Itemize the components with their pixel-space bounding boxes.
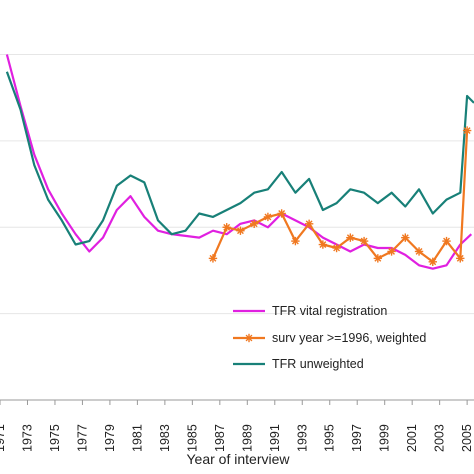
x-tick-label-2003: 2003 bbox=[433, 424, 447, 452]
series-1-point-8 bbox=[318, 240, 328, 249]
y-gridlines bbox=[0, 54, 474, 315]
legend-asterisk-marker bbox=[244, 333, 254, 343]
x-tick-label-1979: 1979 bbox=[103, 424, 117, 452]
legend-label-vital-registration: TFR vital registration bbox=[272, 304, 387, 318]
series-1-point-0 bbox=[208, 254, 218, 263]
x-tick-label-1981: 1981 bbox=[130, 424, 144, 452]
x-tick-label-1997: 1997 bbox=[350, 424, 364, 452]
legend-label-surv-year-weighted: surv year >=1996, weighted bbox=[272, 331, 426, 345]
series-1-point-19 bbox=[462, 126, 472, 135]
x-tick-label-1983: 1983 bbox=[158, 424, 172, 452]
series-1-point-4 bbox=[263, 212, 273, 222]
series-1-point-12 bbox=[373, 254, 383, 263]
series-1-point-9 bbox=[332, 243, 341, 253]
series-1-point-5 bbox=[277, 209, 286, 218]
series-1-point-18 bbox=[456, 254, 465, 263]
x-tick-label-1973: 1973 bbox=[20, 424, 34, 452]
x-tick-label-1977: 1977 bbox=[75, 424, 89, 452]
x-tick-label-1995: 1995 bbox=[323, 424, 337, 452]
series-line-0 bbox=[5, 54, 473, 270]
x-tick-label-1971: 1971 bbox=[0, 424, 7, 452]
series-1-point-1 bbox=[222, 223, 231, 232]
legend-item-vital-registration: TFR vital registration bbox=[233, 304, 387, 318]
x-tick-label-1993: 1993 bbox=[295, 424, 309, 452]
series-1-point-6 bbox=[291, 236, 300, 246]
x-tick-label-1991: 1991 bbox=[268, 424, 282, 452]
legend-label-unweighted: TFR unweighted bbox=[272, 357, 364, 371]
x-tick-label-1975: 1975 bbox=[48, 424, 62, 452]
x-tick-label-2001: 2001 bbox=[405, 424, 419, 452]
series-1-point-14 bbox=[401, 233, 410, 242]
legend: TFR vital registration surv year >=1996,… bbox=[233, 304, 426, 371]
x-tick-label-1989: 1989 bbox=[240, 424, 254, 452]
series-markers bbox=[208, 126, 472, 267]
x-axis-ticks: 1971 1973 1975 1977 1979 1981 1983 1985 1987 1989… bbox=[0, 400, 474, 452]
series-1-point-15 bbox=[414, 247, 424, 256]
legend-item-surv-year-weighted: surv year >=1996, weighted bbox=[233, 331, 426, 345]
x-axis-title: Year of interview bbox=[187, 451, 291, 467]
series-1-point-17 bbox=[442, 236, 451, 246]
x-tick-label-1987: 1987 bbox=[213, 424, 227, 452]
legend-item-unweighted: TFR unweighted bbox=[233, 357, 364, 371]
series-1-point-3 bbox=[249, 219, 259, 229]
series-1-point-10 bbox=[346, 233, 355, 242]
series-line-2 bbox=[5, 71, 474, 246]
series-1-point-7 bbox=[304, 219, 314, 229]
x-tick-label-2005: 2005 bbox=[460, 424, 474, 452]
legend-asterisk bbox=[244, 333, 254, 343]
series-1-point-11 bbox=[359, 236, 369, 246]
x-tick-label-1985: 1985 bbox=[185, 424, 199, 452]
series-1-point-16 bbox=[428, 257, 437, 267]
series-1-point-2 bbox=[236, 226, 245, 235]
x-tick-label-1999: 1999 bbox=[378, 424, 392, 452]
series-1-point-13 bbox=[387, 247, 396, 256]
